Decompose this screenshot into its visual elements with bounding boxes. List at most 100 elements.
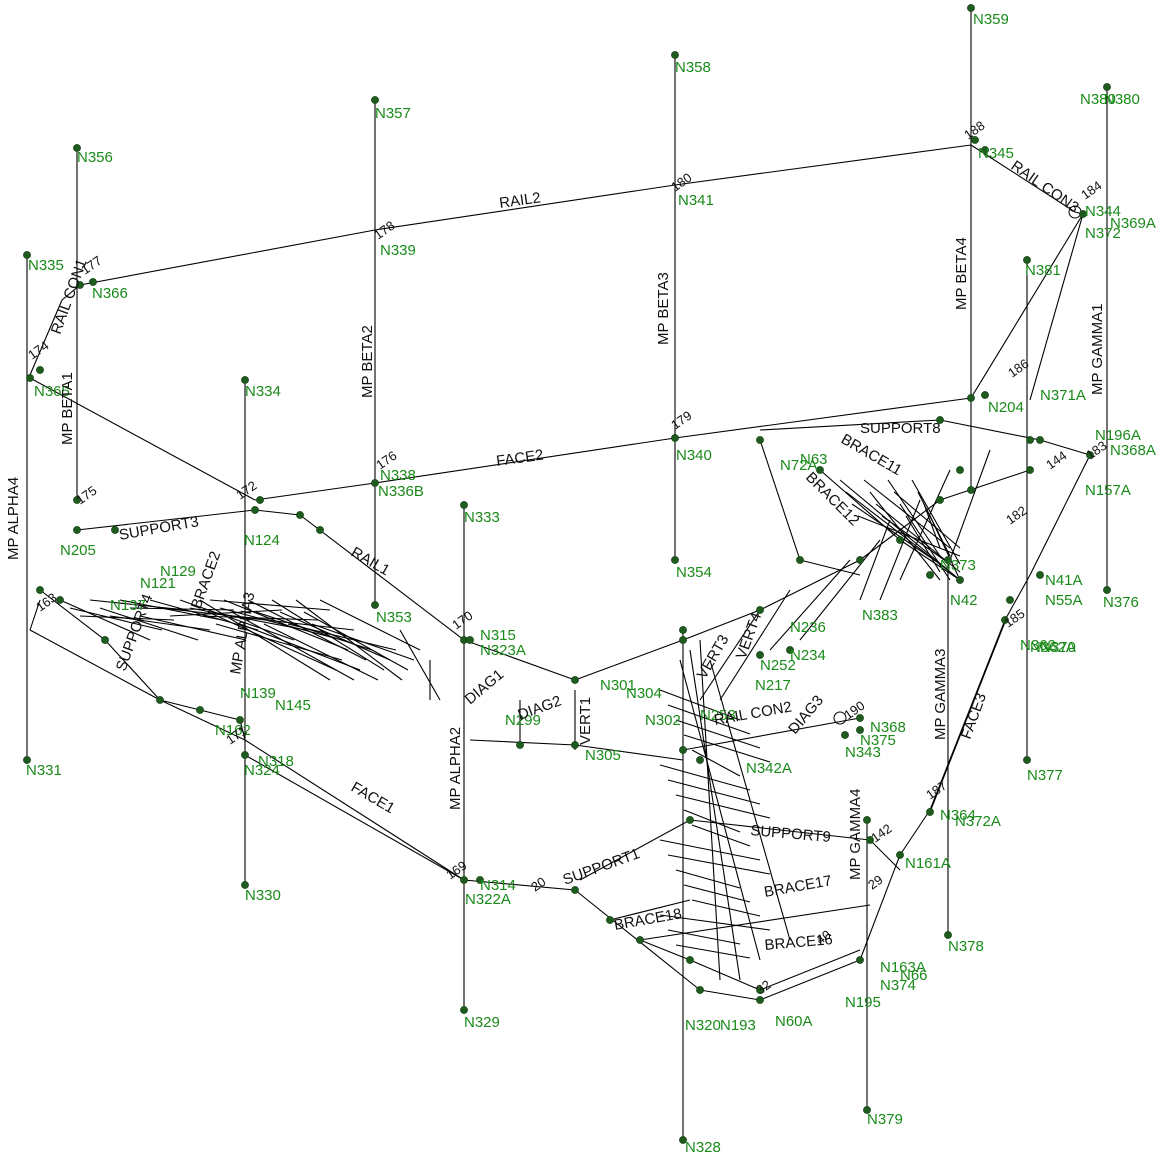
node-point: [1026, 436, 1034, 444]
cluster-member: [659, 914, 771, 931]
member-label: SUPPORT8: [860, 420, 941, 437]
node-label: N380: [1080, 91, 1116, 108]
node-point: [23, 251, 31, 259]
release-ring: [833, 711, 847, 725]
cluster-member: [199, 599, 331, 681]
node-point: [936, 496, 944, 504]
member-label: BRACE18: [613, 905, 683, 934]
cluster-member: [675, 869, 741, 889]
cluster-member: [219, 607, 343, 641]
node-point: [679, 746, 687, 754]
cluster-member: [881, 515, 951, 565]
node-label: N66: [900, 967, 928, 984]
frame-member: [682, 609, 761, 641]
node-point: [1103, 83, 1111, 91]
frame-member: [254, 509, 301, 516]
frame-member: [104, 639, 161, 701]
node-point: [196, 706, 204, 714]
member-label: SUPPORT3: [118, 513, 200, 544]
node-label: N322A: [465, 891, 511, 908]
cluster-member: [683, 884, 751, 903]
frame-member: [799, 559, 861, 576]
frame-member: [859, 854, 901, 961]
node-point: [76, 281, 84, 289]
node-label: N196A: [1095, 427, 1141, 444]
node-point: [26, 374, 34, 382]
node-point: [89, 278, 97, 286]
node-label: N356: [77, 149, 113, 166]
member-label: MP GAMMA1: [1089, 304, 1106, 395]
cluster-member: [675, 794, 771, 819]
node-point: [251, 506, 259, 514]
node-label: N304: [626, 685, 662, 702]
node-label: N377: [1027, 767, 1063, 784]
node-point: [460, 876, 468, 884]
node-label: N124: [244, 532, 280, 549]
node-point: [1006, 596, 1014, 604]
frame-member: [29, 629, 161, 701]
member-label: FACE2: [495, 447, 544, 470]
node-point: [1023, 256, 1031, 264]
node-point: [856, 714, 864, 722]
node-point: [73, 144, 81, 152]
member-label: RAIL CON3: [1008, 157, 1082, 216]
frame-member: [869, 839, 901, 871]
node-label: N333: [464, 509, 500, 526]
member-number: 179: [668, 408, 694, 433]
member-label: RAIL2: [498, 189, 542, 212]
node-point: [863, 1106, 871, 1114]
frame-member: [689, 819, 871, 841]
node-point: [571, 886, 579, 894]
node-point: [73, 526, 81, 534]
cluster-member: [287, 623, 397, 651]
node-point: [971, 136, 979, 144]
frame-member: [759, 559, 861, 611]
frame-member: [719, 589, 791, 701]
frame-member: [939, 419, 1041, 441]
node-point: [56, 596, 64, 604]
cluster-member: [247, 599, 367, 661]
frame-member: [899, 539, 961, 581]
node-point: [756, 996, 764, 1004]
cluster-member: [667, 704, 751, 735]
member-label: RAIL1: [348, 544, 393, 580]
frame-member: [159, 699, 246, 741]
node-point: [696, 986, 704, 994]
member-number: 187: [923, 778, 949, 803]
frame-member: [970, 144, 1076, 213]
node-label: N345: [978, 145, 1014, 162]
cluster-member: [295, 599, 403, 681]
frame-member: [689, 959, 761, 991]
frame-member: [929, 619, 1006, 811]
frame-member: [463, 639, 576, 681]
frame-member: [929, 621, 1006, 813]
node-label: N339: [380, 242, 416, 259]
node-label: N305: [585, 747, 621, 764]
cluster-member: [857, 515, 961, 557]
member-number: 32: [753, 977, 773, 998]
node-point: [316, 526, 324, 534]
node-label: N376: [1103, 594, 1139, 611]
node-point: [856, 556, 864, 564]
frame-member: [1029, 454, 1091, 576]
member-label: VERT3: [694, 632, 733, 682]
cluster-member: [683, 809, 741, 833]
member-label: MP ALPHA4: [5, 477, 22, 560]
member-number: 144: [1043, 448, 1069, 473]
node-label: N137: [110, 597, 146, 614]
node-label: N341: [678, 192, 714, 209]
cluster-member: [667, 854, 771, 875]
member-number: 20: [528, 874, 548, 895]
frame-member: [970, 213, 1084, 399]
cluster-member: [893, 491, 961, 549]
node-label: N324: [244, 762, 280, 779]
members-layer: [26, 8, 1108, 1140]
cluster-member: [675, 944, 751, 959]
node-label: N368A: [1110, 442, 1156, 459]
node-point: [1079, 210, 1087, 218]
node-label: N253: [700, 707, 736, 724]
node-point: [101, 636, 109, 644]
node-point: [926, 808, 934, 816]
member-number: 163: [33, 590, 59, 615]
node-point: [756, 651, 764, 659]
